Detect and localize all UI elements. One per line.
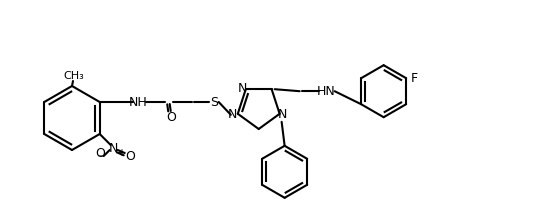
Text: O: O [166, 110, 175, 123]
Text: S: S [210, 95, 217, 108]
Text: CH₃: CH₃ [64, 71, 84, 81]
Text: N: N [228, 108, 238, 121]
Text: +: + [117, 148, 125, 158]
Text: N: N [109, 142, 118, 155]
Text: O: O [95, 146, 105, 159]
Text: O: O [125, 149, 135, 162]
Text: ⁻: ⁻ [97, 153, 102, 163]
Text: N: N [238, 82, 247, 95]
Text: NH: NH [128, 95, 147, 108]
Text: N: N [278, 108, 287, 121]
Text: HN: HN [316, 85, 335, 98]
Text: F: F [410, 72, 417, 85]
